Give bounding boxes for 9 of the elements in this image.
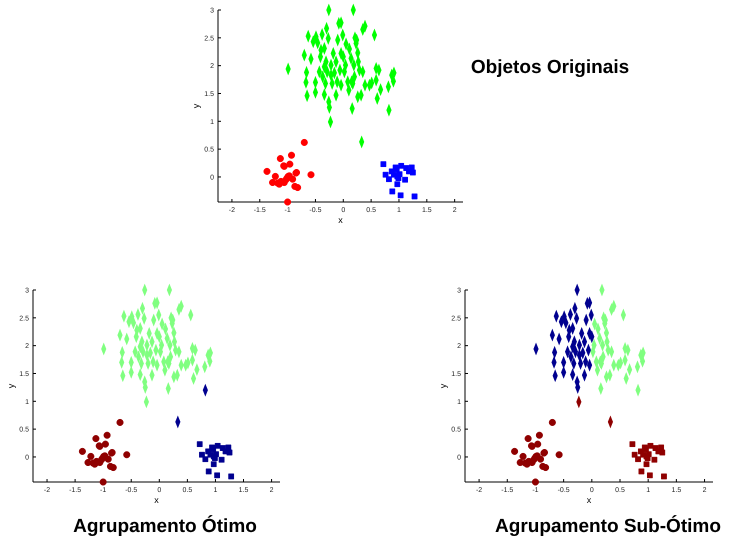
y-axis-title: y [438,383,448,388]
text: Agrupamento Sub-Ótimo [495,515,721,537]
y-axis-title: y [6,383,16,388]
x-axis-title: x [338,215,344,225]
text: Objetos Originais [470,57,630,78]
x-axis-title: x [154,495,160,505]
x-axis-title: x [586,495,592,505]
text: Agrupamento Ótimo [73,515,257,537]
y-axis-title: y [191,103,201,108]
